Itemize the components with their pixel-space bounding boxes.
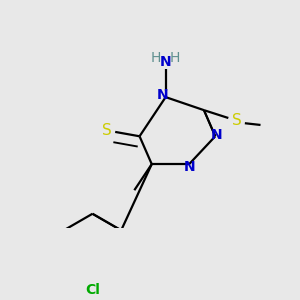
Text: S: S bbox=[232, 113, 242, 128]
Text: H: H bbox=[170, 51, 180, 65]
Text: H: H bbox=[151, 51, 161, 65]
Text: N: N bbox=[211, 128, 223, 142]
Text: S: S bbox=[102, 123, 111, 138]
Text: N: N bbox=[160, 55, 172, 69]
Text: N: N bbox=[157, 88, 169, 101]
Text: N: N bbox=[184, 160, 196, 174]
Text: Cl: Cl bbox=[85, 283, 100, 297]
